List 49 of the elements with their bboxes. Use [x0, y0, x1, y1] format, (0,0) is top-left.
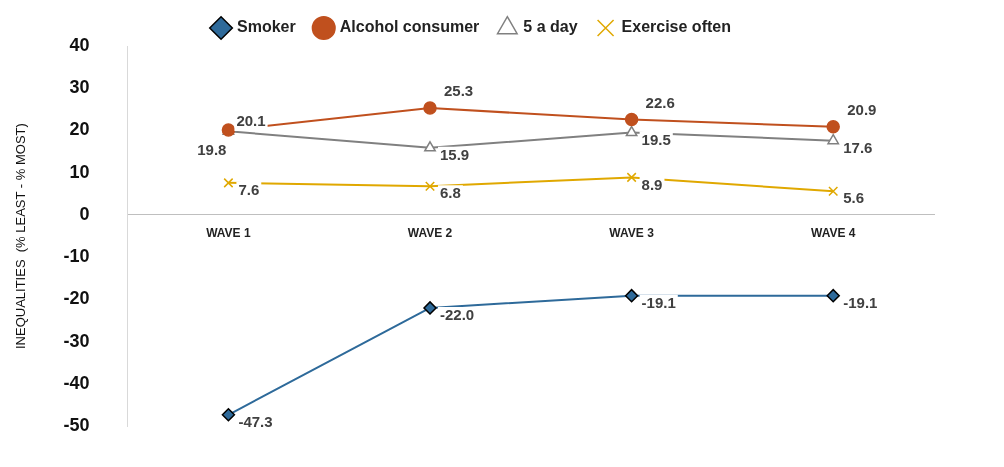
- x-tick-label: WAVE 3: [609, 226, 655, 241]
- point: [423, 101, 437, 115]
- data-label: -22.0: [440, 306, 475, 324]
- point: [827, 133, 840, 145]
- point: [826, 288, 840, 303]
- point: [423, 301, 437, 315]
- y-tick-label: -40: [63, 372, 90, 393]
- x-tick-label: WAVE 4: [810, 226, 856, 241]
- point: [626, 172, 637, 183]
- data-label: 22.6: [645, 93, 675, 111]
- point: [425, 181, 435, 192]
- data-label: 19.5: [641, 130, 671, 148]
- data-label: 15.9: [440, 145, 470, 163]
- legend-label: Exercise often: [621, 18, 731, 36]
- data-label: 6.8: [440, 184, 461, 202]
- data-label: -19.1: [641, 293, 676, 311]
- legend-label: 5 a day: [523, 18, 578, 36]
- point: [625, 125, 638, 137]
- data-label: 8.9: [641, 175, 663, 193]
- data-label: 17.6: [843, 138, 873, 156]
- point: [826, 119, 840, 134]
- point: [223, 177, 234, 188]
- data-label: 25.3: [444, 82, 474, 100]
- data-label: 20.1: [236, 112, 266, 130]
- data-label: 19.8: [197, 141, 227, 159]
- point: [828, 186, 839, 197]
- data-label: 20.9: [847, 100, 877, 118]
- data-label: 7.6: [238, 181, 260, 199]
- y-tick-label: 30: [69, 77, 90, 98]
- point: [221, 408, 236, 422]
- y-tick-label: 10: [69, 161, 90, 182]
- y-tick-label: 20: [69, 119, 90, 140]
- legend-label: Smoker: [237, 18, 296, 36]
- data-label: -19.1: [843, 293, 878, 311]
- point: [624, 112, 639, 127]
- y-tick-label: -50: [63, 415, 90, 436]
- y-tick-label: 0: [79, 203, 90, 224]
- point: [424, 141, 436, 152]
- point: [624, 288, 639, 303]
- x-tick-label: WAVE 1: [206, 226, 251, 241]
- legend-label: Alcohol consumer: [339, 18, 480, 36]
- data-label: -47.3: [238, 412, 273, 430]
- y-tick-label: 40: [69, 34, 90, 55]
- y-axis-title: INEQUALITIES (% LEAST - % MOST): [13, 123, 29, 350]
- y-tick-label: -20: [63, 288, 90, 309]
- y-tick-label: -30: [63, 330, 90, 351]
- data-label: 5.6: [843, 189, 865, 207]
- x-tick-label: WAVE 2: [407, 226, 453, 241]
- y-tick-label: -10: [63, 246, 90, 267]
